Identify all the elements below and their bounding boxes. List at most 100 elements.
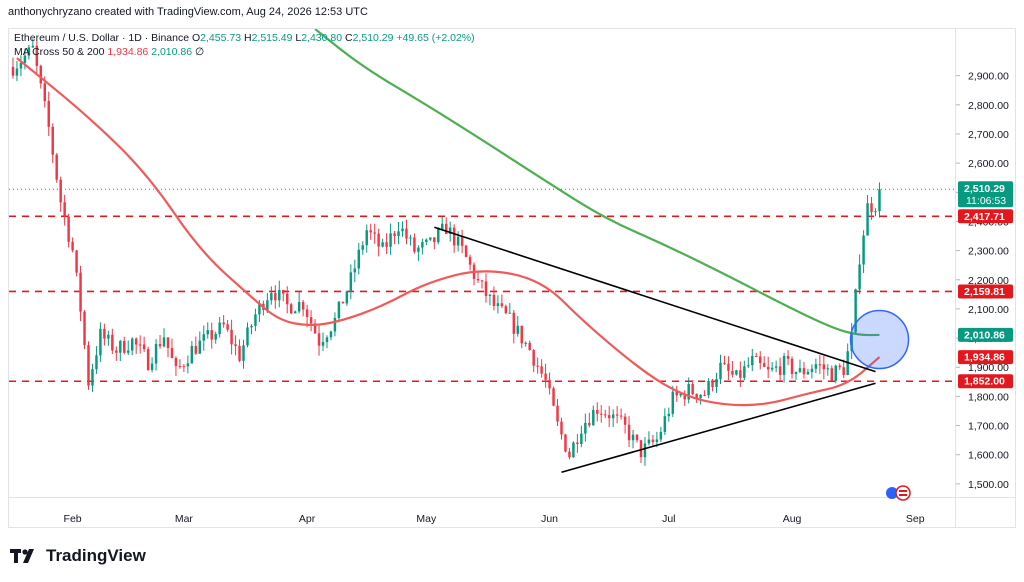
highlight-circle-shape (849, 309, 910, 370)
highlight-circle (849, 309, 910, 370)
candle-body (532, 350, 535, 366)
candle-body (103, 328, 106, 339)
candle-body (484, 281, 488, 296)
legend-ma-short: 1,934.86 (107, 46, 149, 58)
x-tick-label: Jun (541, 513, 558, 525)
price-axis: 1,500.00 1,600.00 1,700.00 1,800.00 1,900.00… (955, 29, 1009, 527)
candle-body (278, 289, 281, 301)
candle-body (413, 237, 416, 252)
candle-body (751, 355, 754, 366)
candle-body (850, 332, 853, 352)
x-tick-label: Jul (662, 513, 675, 525)
candle-body (71, 241, 74, 251)
candle-body (31, 45, 35, 48)
candle-body (687, 384, 690, 400)
legend-ma-symbol: ∅ (194, 46, 205, 58)
candle-body (47, 101, 50, 127)
legend-ma-row: MA Cross 50 & 200 1,934.86 2,010.86 ∅ (14, 45, 475, 59)
candle-body (142, 344, 146, 350)
candle-body (870, 203, 873, 213)
candle-body (67, 216, 70, 242)
candle-body (806, 371, 810, 375)
candle-body (162, 337, 166, 347)
candle-body (480, 280, 484, 282)
candle-body (39, 65, 43, 84)
candle-body (552, 388, 555, 406)
candle-body (798, 368, 802, 373)
candle-body (603, 414, 607, 416)
candle-body (691, 384, 694, 394)
trendline (434, 226, 876, 373)
candle-body (830, 368, 834, 381)
candle-body (433, 237, 436, 243)
candle-body (504, 306, 508, 314)
candle-body (627, 424, 631, 441)
candle-body (452, 227, 456, 246)
chart-legend[interactable]: Ethereum / U.S. Dollar · 1D · Binance O2… (14, 31, 475, 59)
candle-body (500, 303, 504, 307)
candle-body (87, 345, 90, 386)
candle-body (639, 440, 643, 458)
candle-body (214, 334, 217, 340)
candle-body (794, 372, 798, 374)
candle-body (75, 250, 78, 273)
y-tick-label: 2,300.00 (968, 246, 1009, 258)
candle-body (222, 322, 225, 325)
candle-body (615, 414, 619, 416)
trendline (561, 382, 876, 473)
candle-body (631, 434, 635, 441)
candle-body (619, 415, 623, 417)
candle-body (333, 318, 337, 332)
footer-brand: TradingView (46, 546, 146, 565)
candle-body (623, 416, 627, 425)
flag-icon[interactable] (886, 485, 911, 501)
candle-body (568, 451, 571, 458)
candle-body (202, 334, 205, 341)
candle-body (464, 245, 468, 257)
price-label-box (958, 284, 1013, 299)
y-tick-label: 1,800.00 (968, 391, 1009, 403)
candle-body (834, 365, 837, 381)
candle-body (107, 334, 110, 339)
candle-body (309, 317, 313, 324)
chart-frame (8, 28, 1016, 528)
candle-body (822, 364, 826, 370)
candles (11, 38, 881, 466)
candle-body (377, 233, 380, 247)
moving-averages (16, 29, 881, 407)
candle-body (51, 126, 54, 155)
candle-body (496, 303, 500, 306)
candle-body (198, 340, 202, 354)
candle-body (727, 363, 730, 371)
candle-body (647, 439, 651, 444)
candle-body (341, 301, 345, 304)
chart-credit: anthonychryzano created with TradingView… (8, 6, 368, 18)
candle-body (19, 62, 23, 69)
candle-body (516, 325, 520, 334)
candle-body (293, 311, 297, 314)
candle-body (242, 345, 245, 361)
candle-body (866, 203, 869, 236)
footer: TradingView (10, 545, 146, 567)
candle-body (826, 368, 830, 370)
y-tick-label: 1,900.00 (968, 362, 1009, 374)
candle-body (600, 413, 603, 415)
legend-symbol: Ethereum / U.S. Dollar · 1D · Binance (14, 32, 190, 44)
candle-body (206, 330, 209, 335)
candle-body (254, 314, 257, 326)
candle-body (282, 289, 285, 294)
candle-body (405, 228, 408, 239)
price-label-text: 2,010.86 (964, 329, 1005, 341)
candle-body (810, 368, 814, 372)
candle-body (421, 242, 424, 248)
candle-body (540, 366, 543, 374)
candle-body (369, 230, 372, 233)
candle-body (818, 364, 822, 366)
ma-line (314, 29, 880, 337)
candle-body (381, 242, 384, 247)
candle-body (762, 363, 766, 367)
candle-body (584, 422, 587, 434)
candle-body (723, 362, 726, 364)
flag-icon-stripe (899, 494, 907, 496)
